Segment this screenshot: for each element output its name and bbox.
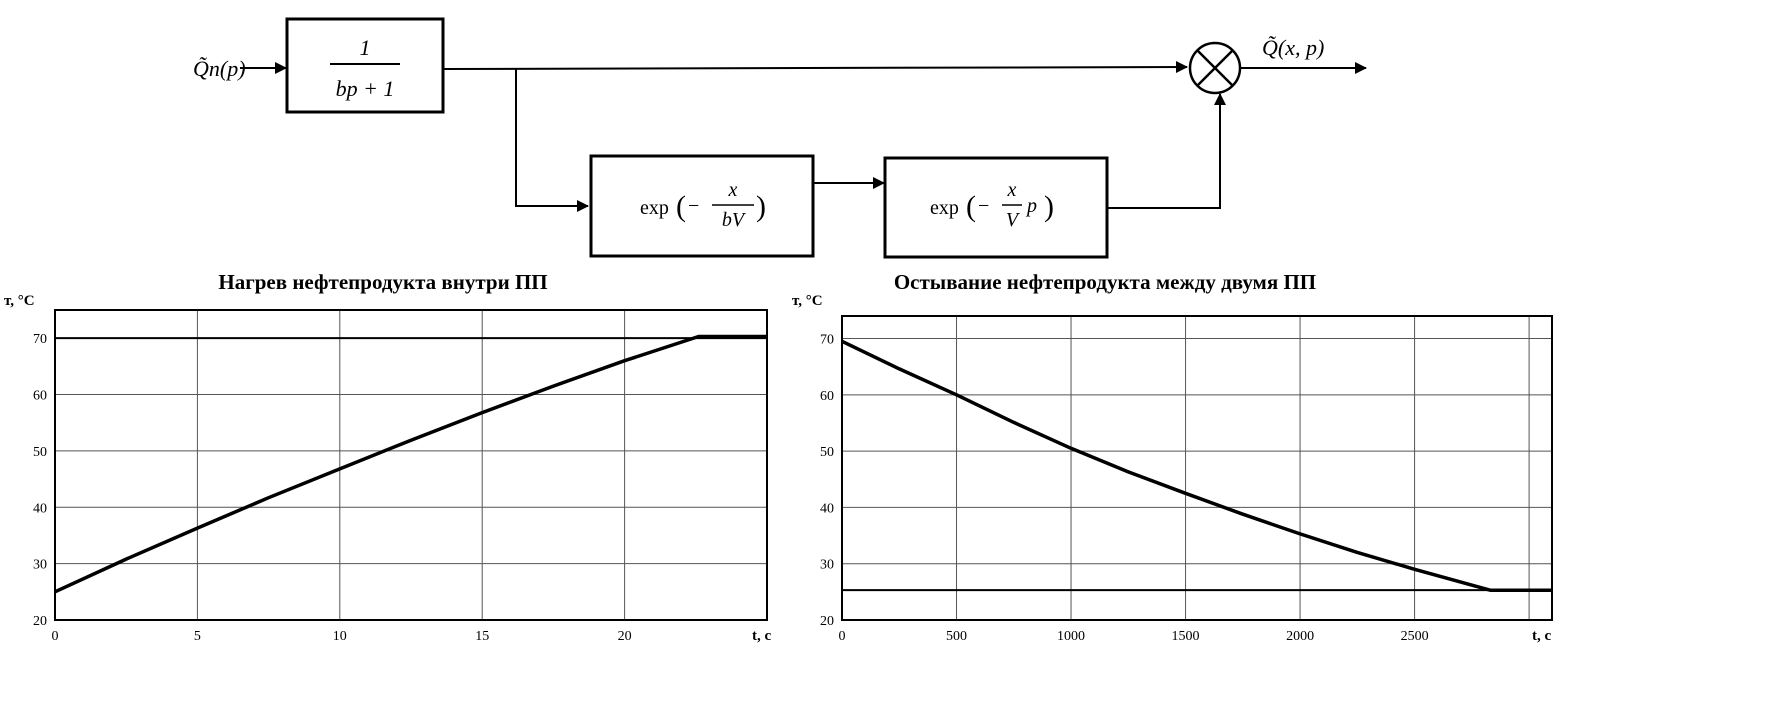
block2-func: exp: [640, 197, 669, 219]
block3-paren-open: (: [966, 190, 976, 223]
x-tick-label: 2500: [1401, 629, 1429, 644]
block3-numerator: x: [1007, 179, 1017, 201]
block1-numerator: 1: [360, 35, 371, 60]
temperature-curve: [54, 334, 767, 594]
block3-func: exp: [930, 197, 959, 219]
block2-paren-close: ): [756, 190, 766, 223]
block3-denominator: V: [1006, 209, 1021, 231]
x-tick-label: 5: [194, 629, 201, 644]
block3-suffix: p: [1025, 195, 1037, 217]
plot-frame: [841, 315, 1553, 621]
y-tick-label: 40: [820, 501, 834, 516]
y-axis-label: т, °С: [792, 293, 823, 309]
y-tick-label: 50: [820, 445, 834, 460]
block-attenuation: [589, 154, 815, 258]
main-path-line: [442, 61, 1188, 74]
y-tick-label: 60: [33, 389, 47, 404]
y-tick-label: 30: [820, 558, 834, 573]
y-tick-label: 60: [820, 389, 834, 404]
input-label: Q̃п(p): [193, 56, 246, 81]
y-tick-label: 20: [820, 614, 834, 629]
x-tick-label: 20: [618, 629, 632, 644]
x-tick-label: 1500: [1172, 629, 1200, 644]
x-tick-label: 0: [839, 629, 846, 644]
plot-frame: [54, 309, 768, 621]
x-tick-label: 1000: [1057, 629, 1085, 644]
y-tick-label: 40: [33, 501, 47, 516]
chart-title: Остывание нефтепродукта между двумя ПП: [894, 270, 1316, 294]
block-transport-delay: [883, 156, 1109, 259]
block3-sign: −: [978, 195, 989, 217]
y-tick-label: 20: [33, 614, 47, 629]
block1-denominator: bp + 1: [336, 76, 395, 101]
multiplier-junction: [1188, 41, 1242, 95]
y-tick-label: 70: [33, 332, 47, 347]
y-tick-label: 70: [820, 333, 834, 348]
x-tick-label: 0: [52, 629, 59, 644]
block2-paren-open: (: [676, 190, 686, 223]
x-axis-label: t, с: [1532, 628, 1551, 644]
block2-denominator: bV: [722, 209, 747, 231]
output-label: Q̃(x, p): [1262, 35, 1324, 60]
cooling-chart: Остывание нефтепродукта между двумя ПП т…: [792, 270, 1553, 644]
x-tick-label: 500: [946, 629, 967, 644]
feedback-line: [1107, 93, 1226, 209]
branch-line: [515, 69, 589, 212]
block2-sign: −: [688, 195, 699, 217]
x-tick-label: 15: [475, 629, 489, 644]
x-tick-label: 10: [333, 629, 347, 644]
block-diagram: Q̃п(p) 1 bp + 1 exp ( − x bV ) exp ( − x…: [193, 17, 1367, 259]
x-tick-label: 2000: [1286, 629, 1314, 644]
x-axis-label: t, с: [752, 628, 771, 644]
y-axis-label: т, °С: [4, 293, 35, 309]
block2-numerator: x: [728, 179, 738, 201]
block3-paren-close: ): [1044, 190, 1054, 223]
temperature-curve: [841, 339, 1552, 592]
heating-chart: Нагрев нефтепродукта внутри ПП т, °С t, …: [4, 270, 771, 644]
y-tick-label: 30: [33, 558, 47, 573]
block-first-order-lag: [285, 17, 445, 114]
chart-title: Нагрев нефтепродукта внутри ПП: [218, 270, 547, 294]
y-tick-label: 50: [33, 445, 47, 460]
